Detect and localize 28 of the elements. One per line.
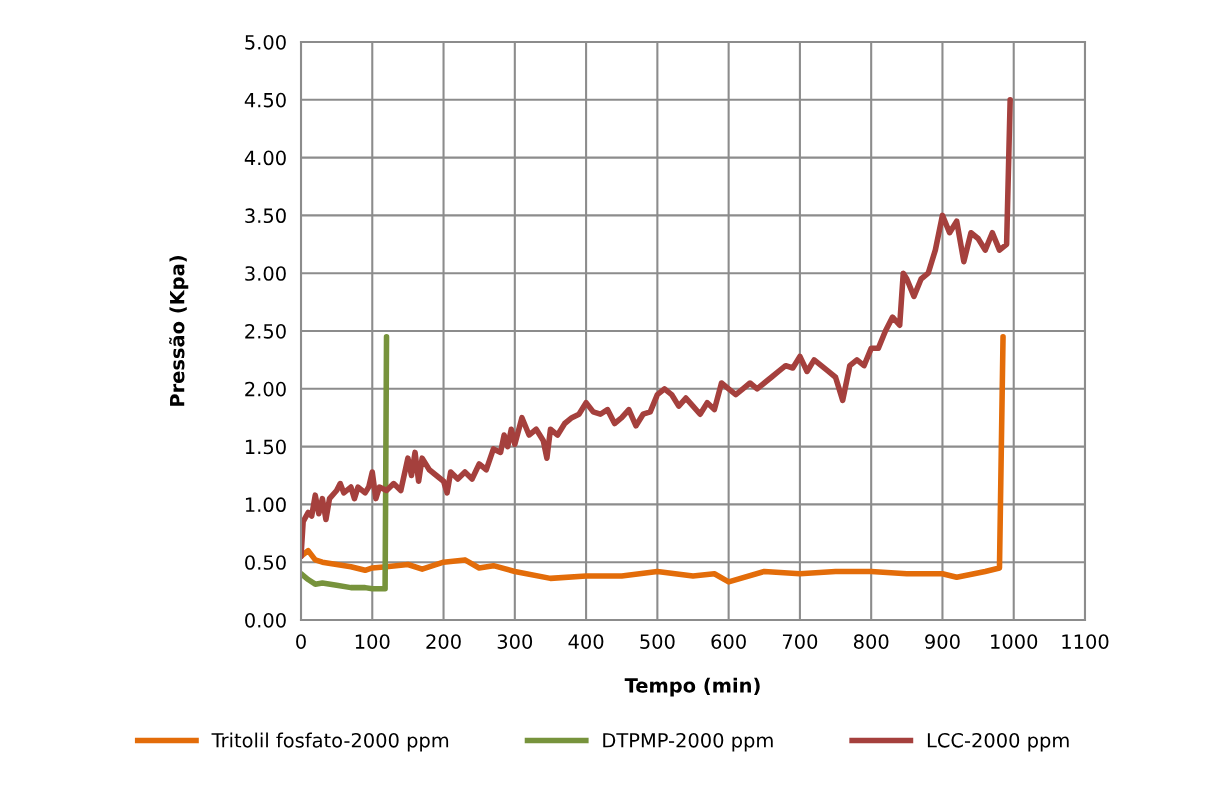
x-tick-label: 200 bbox=[426, 634, 461, 649]
y-tick-label: 0.50 bbox=[245, 555, 286, 570]
legend-label: Tritolil fosfato-2000 ppm bbox=[211, 732, 449, 752]
x-tick-label: 1000 bbox=[991, 634, 1038, 649]
y-tick-label: 0.00 bbox=[245, 612, 286, 628]
x-tick-label: 700 bbox=[782, 634, 818, 649]
x-tick-label: 300 bbox=[497, 634, 533, 649]
x-tick-label: 1100 bbox=[1062, 634, 1109, 649]
y-tick-label: 5.00 bbox=[245, 34, 286, 50]
x-tick-label: 500 bbox=[640, 634, 675, 649]
x-tick-label: 400 bbox=[568, 634, 604, 649]
y-tick-label: 4.00 bbox=[244, 150, 286, 166]
y-tick-label: 1.50 bbox=[245, 439, 286, 455]
x-tick-label: 0 bbox=[296, 634, 306, 649]
y-tick-label: 3.50 bbox=[245, 208, 286, 224]
legend-label: DTPMP-2000 ppm bbox=[603, 732, 773, 752]
x-tick-label: 600 bbox=[711, 634, 746, 649]
y-tick-label: 2.00 bbox=[245, 381, 286, 397]
y-axis-title: Pressão (Kpa) bbox=[169, 256, 189, 406]
x-tick-label: 900 bbox=[925, 634, 960, 649]
x-axis-title: Tempo (min) bbox=[624, 677, 760, 697]
y-tick-label: 2.50 bbox=[245, 323, 286, 339]
x-tick-label: 100 bbox=[355, 634, 390, 649]
y-tick-label: 1.00 bbox=[245, 497, 286, 513]
y-tick-label: 4.50 bbox=[244, 92, 286, 108]
y-tick-label: 3.00 bbox=[245, 266, 286, 281]
x-tick-label: 800 bbox=[853, 634, 889, 649]
legend-label: LCC-2000 ppm bbox=[927, 732, 1069, 752]
